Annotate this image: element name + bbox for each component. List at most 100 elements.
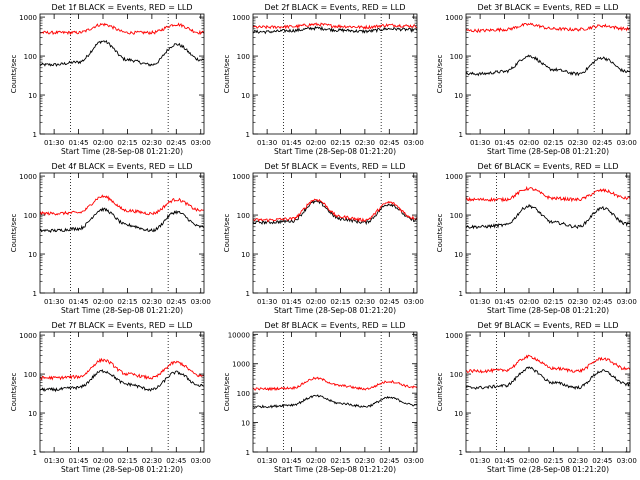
x-tick-label: 02:15: [330, 298, 350, 306]
x-tick-label: 02:45: [379, 139, 399, 147]
x-tick-label: 02:45: [379, 457, 399, 465]
y-tick-label: 1000: [445, 173, 463, 181]
y-tick-label: 10000: [228, 331, 250, 339]
y-tick-label: 1: [33, 131, 37, 139]
series-line-lld: [465, 185, 631, 203]
x-axis-label: Start Time (28-Sep-08 01:21:20): [61, 147, 183, 156]
y-axis-label: Counts/sec: [436, 214, 444, 253]
panel-9: Det 9f BLACK = Events, RED = LLD 1 10 100 10…: [436, 321, 637, 474]
x-tick-label: 02:15: [117, 298, 137, 306]
y-tick-label: 1: [246, 449, 250, 457]
panel-title: Det 2f BLACK = Events, RED = LLD: [264, 3, 405, 12]
y-tick-label: 1: [459, 131, 463, 139]
series-line-lld: [39, 22, 205, 36]
x-tick-label: 02:00: [93, 457, 113, 465]
panel-title: Det 8f BLACK = Events, RED = LLD: [264, 321, 405, 330]
x-tick-label: 02:15: [330, 457, 350, 465]
y-tick-label: 10: [28, 251, 37, 259]
y-tick-label: 10: [454, 251, 463, 259]
y-tick-label: 1000: [19, 332, 37, 340]
x-tick-label: 02:45: [166, 457, 186, 465]
plot-frame: [39, 331, 205, 453]
x-axis-label: Start Time (28-Sep-08 01:21:20): [61, 306, 183, 315]
series-line-events: [39, 39, 205, 67]
x-axis-label: Start Time (28-Sep-08 01:21:20): [487, 306, 609, 315]
plot-frame: [252, 172, 418, 294]
x-tick-label: 01:45: [68, 457, 88, 465]
x-axis-label: Start Time (28-Sep-08 01:21:20): [487, 147, 609, 156]
panel-8: Det 8f BLACK = Events, RED = LLD 1 10 100 10…: [223, 321, 424, 474]
y-axis-label: Counts/sec: [10, 373, 18, 412]
panel-title: Det 6f BLACK = Events, RED = LLD: [477, 162, 618, 171]
x-tick-label: 01:45: [68, 298, 88, 306]
x-tick-label: 01:30: [470, 298, 490, 306]
x-tick-label: 02:15: [330, 139, 350, 147]
x-tick-label: 01:45: [281, 457, 301, 465]
y-tick-label: 1000: [445, 332, 463, 340]
panel-5: Det 5f BLACK = Events, RED = LLD 1 10 100 10…: [223, 162, 424, 315]
y-tick-label: 10: [241, 420, 250, 428]
x-tick-label: 02:45: [592, 139, 612, 147]
x-tick-label: 02:15: [543, 139, 563, 147]
y-tick-label: 100: [450, 53, 463, 61]
x-tick-label: 01:30: [44, 457, 64, 465]
x-tick-label: 02:45: [379, 298, 399, 306]
y-tick-label: 1000: [19, 173, 37, 181]
y-tick-label: 1000: [232, 361, 250, 369]
x-tick-label: 01:45: [281, 139, 301, 147]
x-tick-label: 02:45: [166, 298, 186, 306]
x-tick-label: 03:00: [404, 457, 424, 465]
x-tick-label: 01:30: [257, 298, 277, 306]
series-line-events: [465, 203, 631, 230]
y-tick-label: 1: [459, 449, 463, 457]
x-tick-label: 01:45: [494, 457, 514, 465]
x-tick-label: 02:30: [355, 298, 375, 306]
x-tick-label: 03:00: [617, 139, 637, 147]
y-axis-label: Counts/sec: [10, 214, 18, 253]
x-tick-label: 02:15: [543, 298, 563, 306]
y-tick-label: 1: [459, 290, 463, 298]
x-tick-label: 01:30: [44, 298, 64, 306]
y-tick-label: 10: [454, 92, 463, 100]
panel-title: Det 9f BLACK = Events, RED = LLD: [477, 321, 618, 330]
plot-frame: [252, 13, 418, 135]
x-tick-label: 02:45: [592, 457, 612, 465]
x-axis-label: Start Time (28-Sep-08 01:21:20): [274, 465, 396, 474]
series-line-lld: [465, 22, 631, 34]
y-axis-label: Counts/sec: [436, 373, 444, 412]
plot-frame: [39, 13, 205, 135]
x-tick-label: 02:30: [568, 457, 588, 465]
x-tick-label: 02:15: [543, 457, 563, 465]
series-line-events: [252, 25, 418, 35]
plot-frame: [252, 331, 418, 453]
y-axis-label: Counts/sec: [223, 373, 231, 412]
x-tick-label: 01:30: [257, 139, 277, 147]
y-tick-label: 10: [454, 410, 463, 418]
x-tick-label: 03:00: [404, 298, 424, 306]
plot-frame: [465, 331, 631, 453]
x-tick-label: 01:45: [494, 298, 514, 306]
x-tick-label: 02:00: [306, 457, 326, 465]
x-tick-label: 02:15: [117, 139, 137, 147]
x-tick-label: 02:00: [519, 457, 539, 465]
series-line-events: [465, 366, 631, 391]
y-tick-label: 10: [241, 92, 250, 100]
x-tick-label: 03:00: [617, 457, 637, 465]
series-line-lld: [252, 22, 418, 30]
y-tick-label: 100: [237, 390, 250, 398]
x-tick-label: 02:45: [592, 298, 612, 306]
y-axis-label: Counts/sec: [10, 55, 18, 94]
x-axis-label: Start Time (28-Sep-08 01:21:20): [274, 306, 396, 315]
x-tick-label: 01:30: [44, 139, 64, 147]
panel-title: Det 4f BLACK = Events, RED = LLD: [51, 162, 192, 171]
x-axis-label: Start Time (28-Sep-08 01:21:20): [487, 465, 609, 474]
y-tick-label: 100: [237, 53, 250, 61]
panel-title: Det 7f BLACK = Events, RED = LLD: [51, 321, 192, 330]
y-tick-label: 1000: [232, 173, 250, 181]
x-tick-label: 02:45: [166, 139, 186, 147]
y-axis-label: Counts/sec: [223, 214, 231, 253]
series-line-events: [39, 369, 204, 393]
x-tick-label: 01:45: [281, 298, 301, 306]
panel-6: Det 6f BLACK = Events, RED = LLD 1 10 100 10…: [436, 162, 637, 315]
series-line-lld: [39, 194, 205, 217]
